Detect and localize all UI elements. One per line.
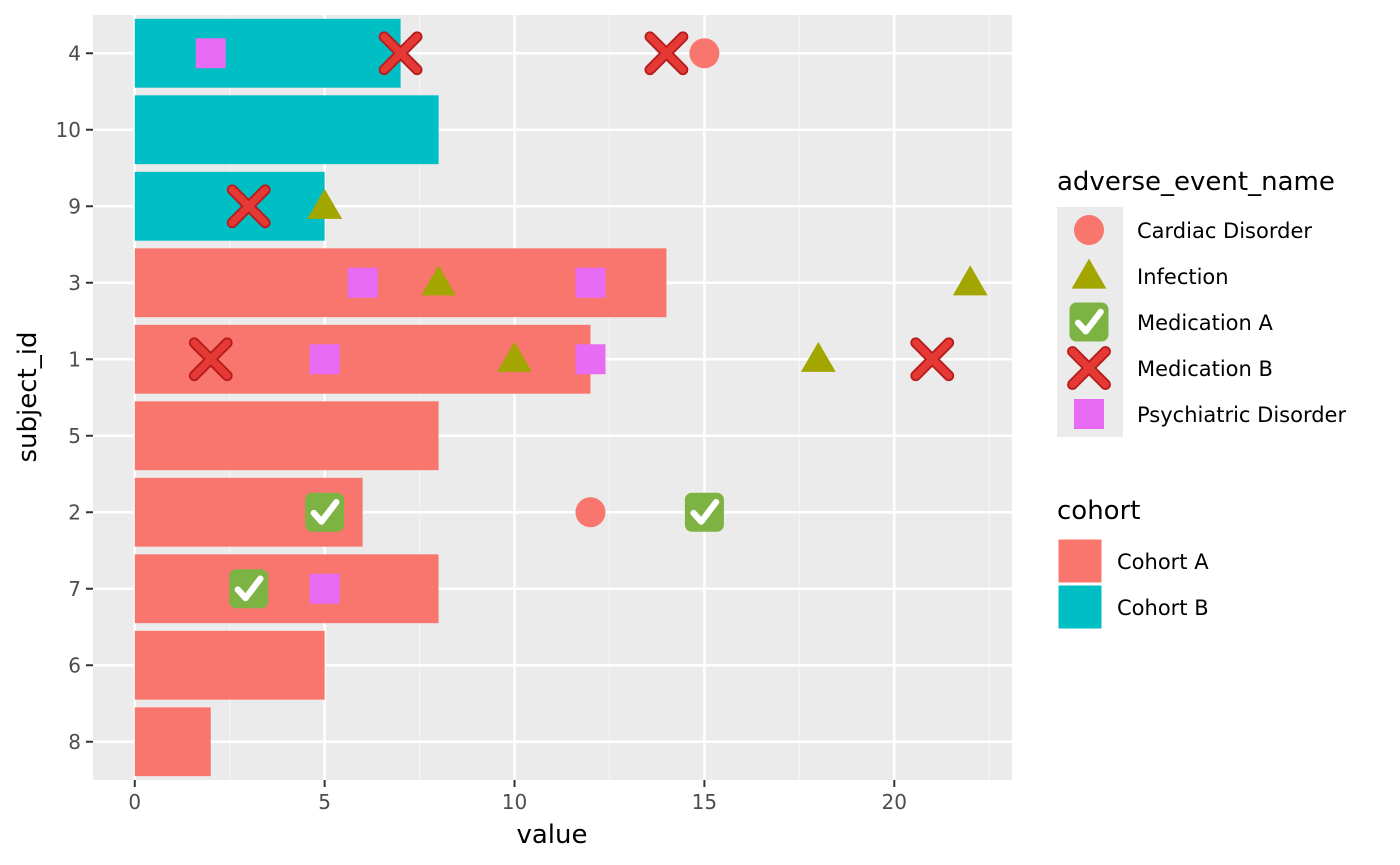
event-markers bbox=[188, 31, 988, 609]
y-tick-label: 7 bbox=[68, 577, 81, 601]
bar-subject-6 bbox=[134, 630, 325, 700]
legend-label-medication-a: Medication A bbox=[1137, 311, 1274, 335]
y-tick-label: 10 bbox=[56, 118, 81, 142]
check-mark-shape bbox=[1074, 308, 1104, 335]
marker-psychiatric-disorder-subject-3 bbox=[347, 267, 378, 298]
marker-psychiatric-disorder-subject-1 bbox=[575, 344, 606, 375]
legend-key-psychiatric-disorder bbox=[1074, 399, 1104, 429]
triangle-shape bbox=[1071, 258, 1107, 289]
y-tick-label: 4 bbox=[68, 41, 81, 65]
square-shape bbox=[309, 344, 340, 375]
marker-medication-b-subject-9 bbox=[226, 184, 271, 229]
circle-shape bbox=[1074, 215, 1104, 245]
check-mark-shape bbox=[690, 498, 720, 525]
square-shape bbox=[1074, 399, 1104, 429]
marker-medication-a-subject-7 bbox=[229, 569, 269, 609]
legend-key-cardiac-disorder bbox=[1074, 215, 1104, 245]
legend-key-medication-a bbox=[1069, 302, 1109, 342]
x-tick-label: 0 bbox=[128, 790, 141, 814]
bar-subject-7 bbox=[134, 554, 439, 624]
marker-infection-subject-3 bbox=[952, 265, 988, 296]
marker-infection-subject-9 bbox=[307, 188, 343, 219]
triangle-shape bbox=[952, 265, 988, 296]
legend-label-psychiatric-disorder: Psychiatric Disorder bbox=[1137, 403, 1346, 427]
y-tick-label: 3 bbox=[68, 271, 81, 295]
cross-shape bbox=[912, 339, 953, 380]
marker-infection-subject-1 bbox=[800, 341, 836, 372]
x-tick-label: 10 bbox=[502, 790, 527, 814]
marker-medication-a-subject-2 bbox=[684, 492, 724, 532]
legend-label-medication-b: Medication B bbox=[1137, 357, 1273, 381]
bar-subject-10 bbox=[134, 95, 439, 165]
marker-psychiatric-disorder-subject-7 bbox=[309, 573, 340, 604]
legends: adverse_event_name Cardiac Disorder Infect… bbox=[1057, 167, 1346, 630]
bars bbox=[134, 18, 667, 777]
marker-infection-subject-3 bbox=[421, 265, 456, 296]
cross-shape bbox=[1068, 347, 1110, 389]
marker-cardiac-disorder-subject-2 bbox=[575, 497, 606, 528]
check-mark-shape bbox=[234, 575, 264, 602]
check-mark-shape bbox=[310, 498, 340, 525]
y-tick-label: 2 bbox=[68, 500, 81, 524]
y-axis: 4 10 9 3 1 5 2 7 6 8 bbox=[56, 41, 93, 754]
triangle-shape bbox=[497, 341, 532, 372]
marker-medication-b-subject-4 bbox=[378, 31, 423, 76]
x-tick-label: 20 bbox=[882, 790, 907, 814]
marker-infection-subject-1 bbox=[497, 341, 532, 372]
x-axis: 0 5 10 15 20 bbox=[128, 780, 907, 814]
x-tick-label: 15 bbox=[692, 790, 717, 814]
legend-title-adverse-event: adverse_event_name bbox=[1057, 167, 1335, 197]
y-tick-label: 1 bbox=[68, 347, 81, 371]
marker-medication-b-subject-1 bbox=[910, 337, 955, 382]
legend-title-cohort: cohort bbox=[1057, 496, 1140, 526]
legend-label-cardiac-disorder: Cardiac Disorder bbox=[1137, 219, 1312, 243]
square-shape bbox=[347, 267, 378, 298]
square-shape bbox=[195, 38, 226, 69]
legend-key-infection bbox=[1071, 258, 1107, 289]
marker-medication-b-subject-1 bbox=[188, 337, 233, 382]
triangle-shape bbox=[800, 341, 836, 372]
x-tick-label: 5 bbox=[318, 790, 331, 814]
bar-subject-9 bbox=[134, 171, 325, 241]
cross-shape bbox=[646, 33, 687, 74]
y-tick-label: 5 bbox=[68, 424, 81, 448]
y-tick-label: 9 bbox=[68, 194, 81, 218]
marker-medication-b-subject-4 bbox=[644, 31, 689, 76]
bar-subject-8 bbox=[134, 707, 211, 777]
marker-psychiatric-disorder-subject-4 bbox=[195, 38, 226, 69]
cross-shape bbox=[228, 186, 269, 227]
square-shape bbox=[575, 344, 606, 375]
legend-key-medication-b bbox=[1067, 346, 1111, 390]
cross-shape bbox=[190, 339, 231, 380]
legend-label-infection: Infection bbox=[1137, 265, 1229, 289]
legend-label-cohort-b: Cohort B bbox=[1117, 596, 1209, 620]
y-axis-title: subject_id bbox=[13, 332, 43, 463]
legend-swatch-cohort-b bbox=[1058, 585, 1102, 629]
square-shape bbox=[575, 267, 606, 298]
circle-shape bbox=[689, 38, 720, 69]
triangle-shape bbox=[307, 188, 343, 219]
x-axis-title: value bbox=[516, 820, 587, 850]
marker-cardiac-disorder-subject-4 bbox=[689, 38, 720, 69]
square-shape bbox=[309, 573, 340, 604]
marker-psychiatric-disorder-subject-3 bbox=[575, 267, 606, 298]
bar-subject-4 bbox=[134, 18, 401, 88]
cross-shape bbox=[380, 33, 421, 74]
marker-medication-a-subject-2 bbox=[305, 492, 345, 532]
legend-label-cohort-a: Cohort A bbox=[1117, 550, 1209, 574]
y-tick-label: 6 bbox=[68, 653, 81, 677]
bar-subject-5 bbox=[134, 401, 439, 471]
marker-psychiatric-disorder-subject-1 bbox=[309, 344, 340, 375]
circle-shape bbox=[575, 497, 606, 528]
legend-swatch-cohort-a bbox=[1058, 539, 1102, 583]
triangle-shape bbox=[421, 265, 456, 296]
y-tick-label: 8 bbox=[68, 730, 81, 754]
